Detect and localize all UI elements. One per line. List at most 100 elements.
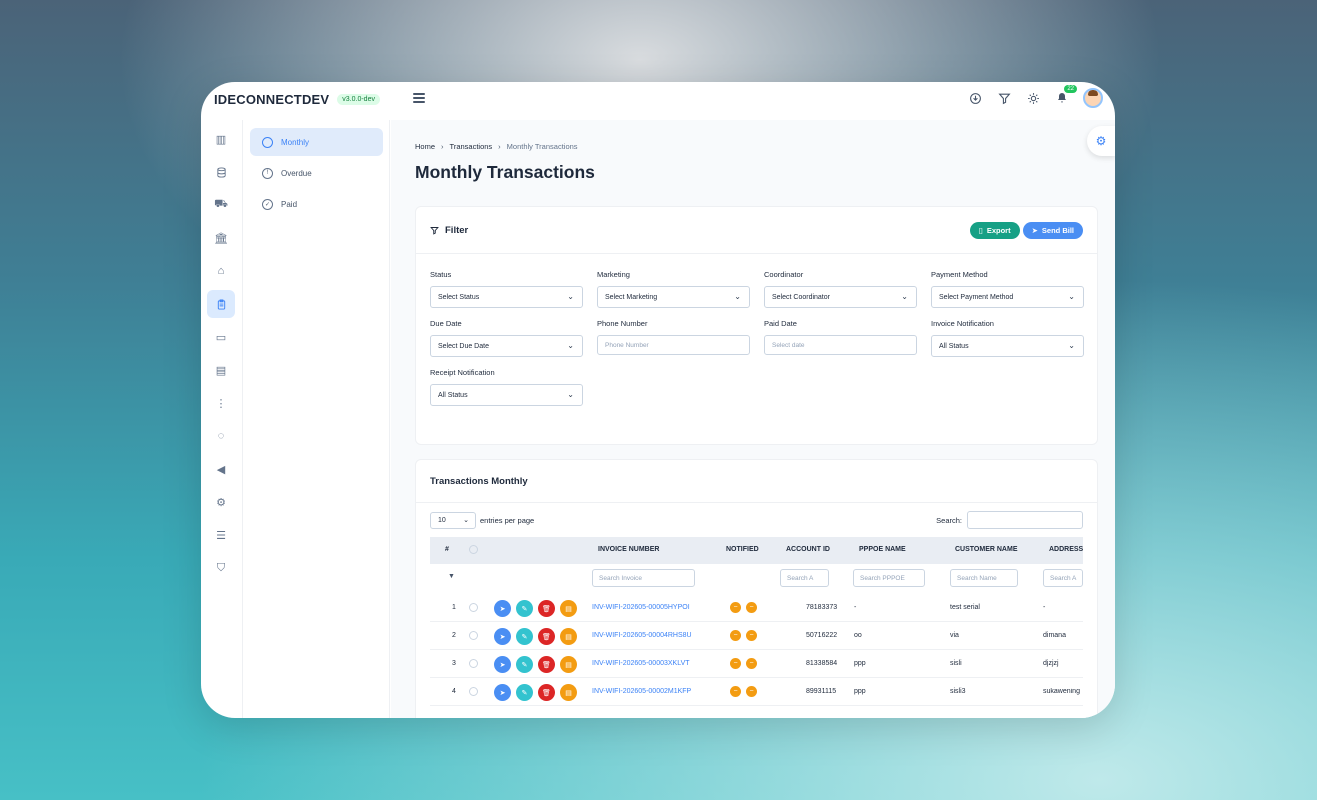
column-header-invoice[interactable]: INVOICE NUMBER <box>598 546 660 553</box>
avatar[interactable] <box>1083 88 1103 108</box>
submenu-item-label: Overdue <box>281 168 312 178</box>
bell-icon[interactable]: 22 <box>1054 85 1077 106</box>
invoice-notification-select[interactable]: All Status ⌄ <box>931 335 1084 357</box>
clipboard-icon[interactable] <box>207 290 235 318</box>
invoice-notify-status-icon: − <box>730 602 741 613</box>
pdf-icon[interactable]: ▤ <box>560 628 577 645</box>
row-checkbox[interactable] <box>469 687 478 696</box>
download-icon[interactable] <box>967 90 983 106</box>
export-button[interactable]: ▯ Export <box>969 221 1020 239</box>
delete-icon[interactable]: 🗑︎ <box>538 656 555 673</box>
table-search-input[interactable] <box>967 511 1083 529</box>
chevron-down-icon: ⌄ <box>734 292 741 301</box>
send-icon[interactable]: ➤ <box>494 684 511 701</box>
invoice-link[interactable]: INV-WIFI-202605-00005HYPOI <box>592 604 690 611</box>
version-badge: v3.0.0-dev <box>337 94 380 105</box>
pppoe-name: ppp <box>854 688 866 695</box>
delete-icon[interactable]: 🗑︎ <box>538 628 555 645</box>
row-checkbox[interactable] <box>469 603 478 612</box>
chevron-down-icon: ⌄ <box>1068 292 1075 301</box>
row-checkbox[interactable] <box>469 659 478 668</box>
check-circle-icon: ✓ <box>262 198 273 210</box>
entries-length-value: 10 <box>438 516 446 524</box>
hierarchy-icon[interactable]: ⋮ <box>215 397 227 410</box>
send-icon[interactable]: ➤ <box>494 600 511 617</box>
shield-icon[interactable]: ⛉ <box>216 561 226 574</box>
caret-down-icon[interactable]: ▼ <box>448 573 455 580</box>
table-row[interactable]: 2 ➤ ✎ 🗑︎ ▤ INV-WIFI-202605-00004RHS8U − −… <box>430 622 1083 650</box>
account-id: 50716222 <box>806 632 838 639</box>
breadcrumb-home[interactable]: Home <box>415 142 436 151</box>
pdf-icon[interactable]: ▤ <box>560 600 577 617</box>
column-header-notified[interactable]: NOTIFIED <box>726 546 759 553</box>
chevron-down-icon: ⌄ <box>901 292 908 301</box>
send-bill-label: Send Bill <box>1041 225 1074 235</box>
select-all-checkbox[interactable] <box>469 545 478 554</box>
send-icon[interactable]: ➤ <box>494 656 511 673</box>
invoice-filter-input[interactable]: Search Invoice <box>592 569 695 587</box>
coordinator-select[interactable]: Select Coordinator ⌄ <box>764 286 917 308</box>
megaphone-icon[interactable]: ◀ <box>216 463 226 476</box>
invoice-link[interactable]: INV-WIFI-202605-00003XKLVT <box>592 660 690 667</box>
submenu-item-overdue[interactable]: ! Overdue <box>250 159 383 187</box>
phone-number-input[interactable]: Phone Number <box>597 335 750 355</box>
network-icon[interactable]: ◌ <box>217 430 225 442</box>
entries-length-select[interactable]: 10 ⌄ <box>430 511 476 529</box>
gear-icon[interactable]: ⚙ <box>216 496 226 509</box>
receipt-notification-select-value: All Status <box>438 391 468 399</box>
column-filter-row: ▼ Search Invoice Search A Search PPPOE S… <box>430 564 1083 594</box>
ticket-icon[interactable]: ▭ <box>215 331 227 344</box>
sun-icon[interactable] <box>1025 90 1041 106</box>
filter-settings-icon[interactable] <box>996 90 1012 106</box>
file-icon: ▯ <box>978 225 983 235</box>
customer-name: test serial <box>950 604 980 611</box>
row-checkbox[interactable] <box>469 631 478 640</box>
database-icon[interactable] <box>207 158 235 186</box>
receipt-notification-field: Receipt Notification All Status ⌄ <box>430 368 583 406</box>
column-header-address[interactable]: ADDRESS <box>1049 546 1084 553</box>
edit-icon[interactable]: ✎ <box>516 600 533 617</box>
column-header-pppoe[interactable]: PPPOE NAME <box>859 546 906 553</box>
account-filter-input[interactable]: Search A <box>780 569 829 587</box>
table-header: # INVOICE NUMBER NOTIFIED ACCOUNT ID PPP… <box>430 537 1083 564</box>
document-icon[interactable]: ▤ <box>215 364 227 377</box>
invoice-link[interactable]: INV-WIFI-202605-00004RHS8U <box>592 632 692 639</box>
receipt-notification-select[interactable]: All Status ⌄ <box>430 384 583 406</box>
truck-icon[interactable]: ⛟ <box>214 198 228 210</box>
table-row[interactable]: 1 ➤ ✎ 🗑︎ ▤ INV-WIFI-202605-00005HYPOI − −… <box>430 594 1083 622</box>
edit-icon[interactable]: ✎ <box>516 656 533 673</box>
list-icon[interactable]: ☰ <box>216 529 226 542</box>
breadcrumb-transactions[interactable]: Transactions <box>449 142 493 151</box>
status-select[interactable]: Select Status ⌄ <box>430 286 583 308</box>
table-row[interactable]: 3 ➤ ✎ 🗑︎ ▤ INV-WIFI-202605-00003XKLVT − −… <box>430 650 1083 678</box>
pdf-icon[interactable]: ▤ <box>560 684 577 701</box>
edit-icon[interactable]: ✎ <box>516 628 533 645</box>
customer-filter-input[interactable]: Search Name <box>950 569 1018 587</box>
edit-icon[interactable]: ✎ <box>516 684 533 701</box>
menu-toggle-icon[interactable] <box>413 93 425 103</box>
invoice-link[interactable]: INV-WIFI-202605-00002M1KFP <box>592 688 692 695</box>
table-row[interactable]: 4 ➤ ✎ 🗑︎ ▤ INV-WIFI-202605-00002M1KFP − −… <box>430 678 1083 706</box>
submenu-item-monthly[interactable]: Monthly <box>250 128 383 156</box>
column-header-customer[interactable]: CUSTOMER NAME <box>955 546 1018 553</box>
bank-icon[interactable]: 🏛︎ <box>214 232 228 245</box>
pppoe-filter-input[interactable]: Search PPPOE <box>853 569 925 587</box>
send-bill-button[interactable]: ➤ Send Bill <box>1022 221 1083 239</box>
send-icon[interactable]: ➤ <box>494 628 511 645</box>
submenu-item-paid[interactable]: ✓ Paid <box>250 190 383 218</box>
column-header-account[interactable]: ACCOUNT ID <box>786 546 830 553</box>
router-icon[interactable]: ⌂ <box>217 265 225 277</box>
due-date-select[interactable]: Select Due Date ⌄ <box>430 335 583 357</box>
chart-icon[interactable]: ▥ <box>215 133 227 146</box>
delete-icon[interactable]: 🗑︎ <box>538 684 555 701</box>
marketing-select[interactable]: Select Marketing ⌄ <box>597 286 750 308</box>
transactions-table-card: Transactions Monthly 10 ⌄ entries per pa… <box>415 459 1098 718</box>
pdf-icon[interactable]: ▤ <box>560 656 577 673</box>
payment-method-select[interactable]: Select Payment Method ⌄ <box>931 286 1084 308</box>
table-controls: 10 ⌄ entries per page Search: <box>430 511 1083 529</box>
paid-date-input[interactable]: Select date <box>764 335 917 355</box>
address-filter-input[interactable]: Search A <box>1043 569 1083 587</box>
delete-icon[interactable]: 🗑︎ <box>538 600 555 617</box>
column-header-number[interactable]: # <box>445 546 449 553</box>
settings-gear-icon[interactable]: ⚙ <box>1087 126 1115 156</box>
